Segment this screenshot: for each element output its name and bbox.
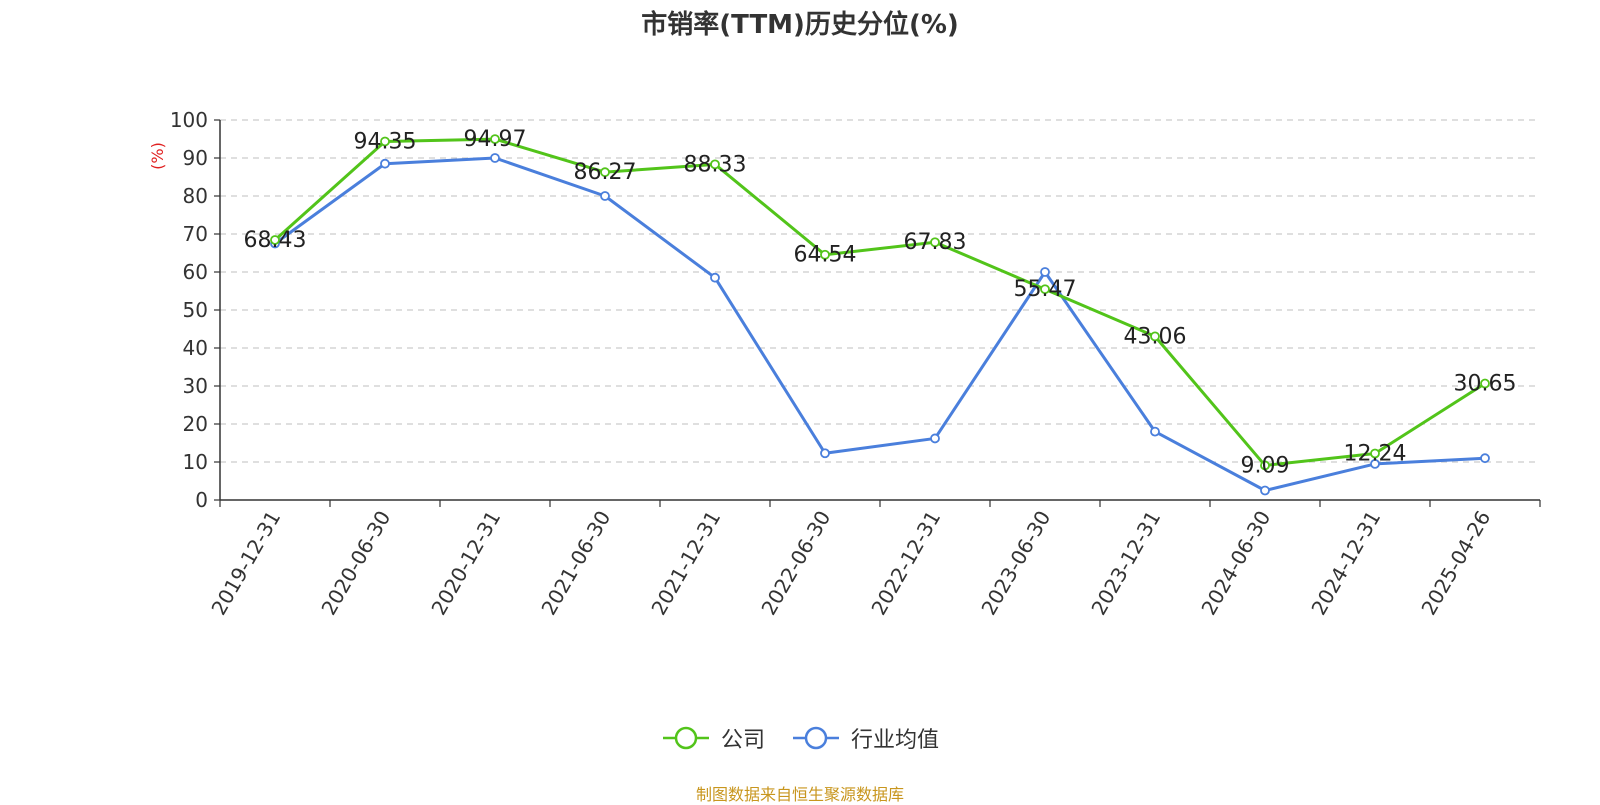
y-tick-label: 80 [183,184,208,208]
legend-circle [674,726,698,750]
data-point [1370,448,1380,459]
data-label: 55.47 [1014,277,1077,302]
data-label: 68.43 [244,228,307,253]
legend-marker-icon [662,726,709,750]
data-point [1480,453,1490,464]
data-label: 64.54 [794,243,857,268]
data-point [1480,378,1490,389]
series-line-1 [274,156,1486,492]
data-point [490,134,500,145]
y-tick-label: 40 [183,336,208,360]
data-label: 86.27 [574,160,637,185]
data-label: 30.65 [1454,372,1517,397]
data-point [710,159,720,170]
x-tick-label: 2021-12-31 [646,507,725,620]
source-note: 制图数据来自恒生聚源数据库 [695,785,904,804]
data-label: 94.97 [464,127,527,152]
data-point [930,237,940,248]
x-tick-label: 2025-04-26 [1416,507,1495,620]
data-point [1260,485,1270,496]
legend-item[interactable]: 行业均值 [791,722,939,754]
y-tick-label: 0 [195,488,208,512]
y-tick-label: 30 [183,374,208,398]
data-point [490,153,500,163]
x-tick-label: 2023-06-30 [976,507,1055,620]
data-point [1370,458,1380,469]
legend-item[interactable]: 公司 [661,722,765,754]
data-point [710,272,720,283]
data-label: 43.06 [1124,324,1187,349]
x-tick-label: 2020-12-31 [426,507,505,620]
y-tick-label: 20 [183,412,208,436]
data-label: 88.33 [684,152,747,177]
legend-circle [804,726,828,750]
legend: 公司 行业均值 [0,722,1600,754]
x-tick-label: 2024-12-31 [1306,507,1385,620]
legend-marker-icon [793,726,839,750]
data-point [1040,284,1050,295]
data-point [270,235,280,245]
data-point [1150,426,1160,437]
legend-label: 行业均值 [851,728,940,753]
data-point [930,433,940,444]
data-label: 9.09 [1241,453,1290,478]
series-line-0 [273,137,1486,467]
data-point [380,158,390,169]
data-point [1260,460,1270,471]
data-point [820,249,830,260]
y-tick-label: 100 [170,108,208,132]
x-tick-label: 2022-12-31 [866,507,945,620]
legend-label: 公司 [720,728,765,753]
x-tick-label: 2021-06-30 [536,507,615,620]
x-tick-label: 2019-12-31 [206,507,285,620]
y-tick-label: 90 [183,146,208,170]
y-tick-label: 10 [183,450,208,474]
y-tick-label: 70 [183,222,208,246]
grid-lines [220,119,1540,463]
series-lines [270,134,1490,496]
y-axis-label: (%) [148,142,167,170]
data-point [1150,331,1160,342]
data-point [600,191,610,201]
data-point [380,136,390,147]
chart-title: 市销率(TTM)历史分位(%) [641,10,959,40]
data-label: 12.24 [1344,441,1407,466]
y-tick-label: 50 [183,298,208,322]
data-point [600,167,610,178]
data-labels: 68.43 94.35 94.97 86.27 88.33 64.54 67.83 55.47… [244,127,1517,478]
data-label: 94.35 [354,129,417,154]
data-point [820,448,830,459]
y-tick-label: 60 [183,260,208,284]
data-label: 67.83 [904,230,967,255]
data-point [1040,267,1050,277]
x-tick-label: 2023-12-31 [1086,507,1165,620]
x-tick-label: 2020-06-30 [316,507,395,620]
x-tick-label: 2024-06-30 [1196,507,1275,620]
x-tick-label: 2022-06-30 [756,507,835,620]
